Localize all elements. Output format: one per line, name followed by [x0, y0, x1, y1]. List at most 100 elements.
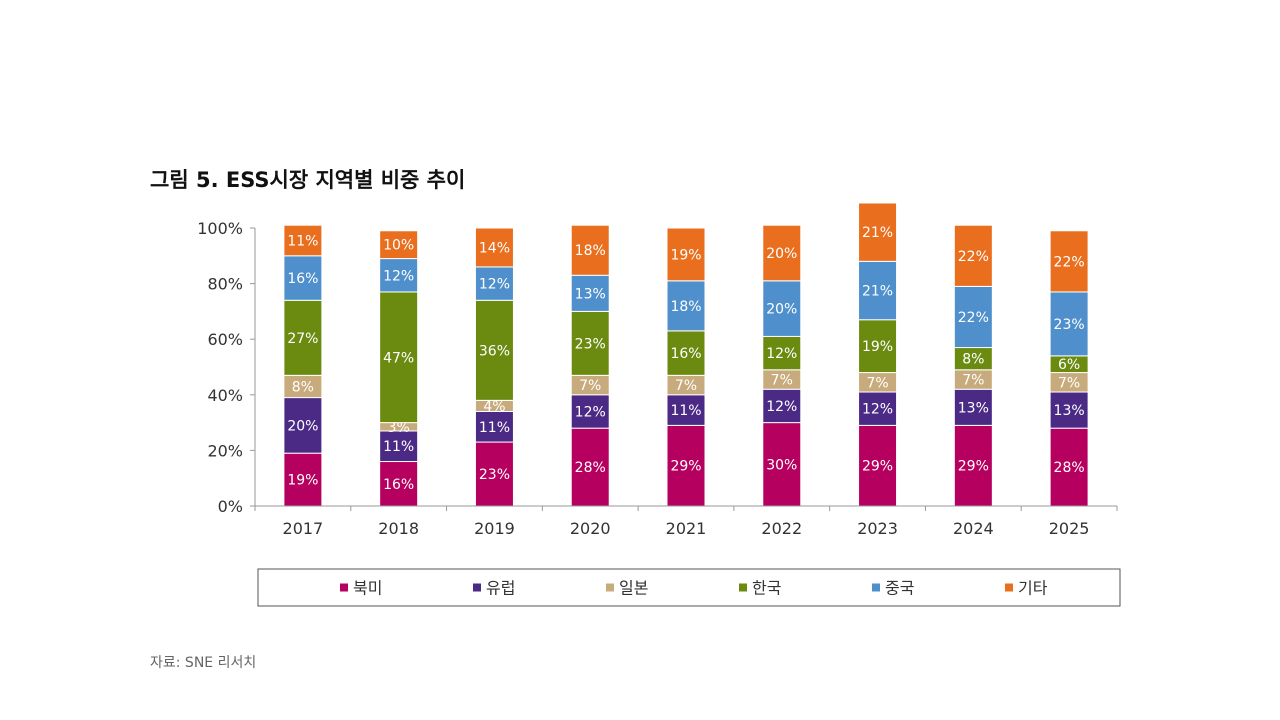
data-label: 23% — [479, 467, 510, 483]
x-axis: 2017 2018 2019 2020 2021 2022 2023 2024 2025 — [254, 505, 1118, 538]
legend-swatch — [606, 583, 614, 592]
chart-title: 그림 5. ESS시장 지역별 비중 추이 — [150, 168, 466, 192]
legend-item: 북미 — [340, 579, 382, 598]
data-label: 12% — [479, 277, 510, 293]
data-label: 12% — [383, 268, 414, 284]
data-label: 7% — [866, 375, 888, 391]
data-label: 7% — [962, 373, 984, 389]
bar-stack-2025: 28% 13% 7% 6% 23% 22% — [1049, 230, 1089, 507]
data-label: 22% — [958, 310, 989, 326]
x-tick-label: 2018 — [378, 519, 419, 538]
data-label: 23% — [575, 336, 606, 352]
legend-swatch — [739, 583, 747, 592]
bar-segment — [283, 299, 323, 376]
data-label: 20% — [287, 418, 318, 434]
data-label: 13% — [575, 286, 606, 302]
y-tick-label: 20% — [207, 441, 243, 460]
bar-segment — [570, 310, 610, 376]
data-label: 13% — [958, 400, 989, 416]
data-label: 29% — [670, 459, 701, 475]
x-tick-label: 2017 — [283, 519, 324, 538]
bar-stack-2020: 28% 12% 7% 23% 13% 18% — [570, 224, 610, 507]
bar-stack-2021: 29% 11% 7% 16% 18% 19% — [666, 227, 706, 507]
data-label: 28% — [1054, 460, 1085, 476]
bar-segment — [474, 266, 514, 301]
x-tick-label: 2023 — [857, 519, 898, 538]
data-label: 11% — [287, 234, 318, 250]
bar-segment — [858, 202, 898, 262]
y-axis: 0% 20% 40% 60% 80% 100% — [197, 219, 256, 516]
y-tick-label: 80% — [207, 275, 243, 294]
bar-segment — [762, 224, 802, 282]
data-label: 7% — [675, 378, 697, 394]
data-label: 22% — [958, 249, 989, 265]
legend: 북미 유럽 일본 한국 중국 기타 — [257, 568, 1121, 607]
x-tick-label: 2021 — [666, 519, 707, 538]
bar-stack-2019: 23% 11% 4% 36% 12% 14% — [474, 227, 514, 507]
legend-item: 일본 — [606, 579, 648, 598]
bar-segment — [474, 227, 514, 268]
bar-segment — [283, 255, 323, 301]
bar-segment — [858, 319, 898, 374]
data-label: 6% — [1058, 357, 1080, 373]
legend-swatch — [473, 583, 481, 592]
legend-box — [257, 568, 1121, 607]
data-label: 8% — [962, 352, 984, 368]
data-label: 7% — [771, 373, 793, 389]
data-label: 18% — [575, 243, 606, 259]
bar-segment — [379, 430, 419, 463]
data-label: 7% — [579, 378, 601, 394]
bar-segment — [474, 299, 514, 401]
data-label: 22% — [1054, 254, 1085, 270]
data-label: 47% — [383, 350, 414, 366]
bar-segment — [1049, 230, 1089, 293]
data-label: 12% — [766, 399, 797, 415]
legend-label: 일본 — [619, 579, 648, 598]
bar-segment — [1049, 427, 1089, 507]
legend-label: 기타 — [1018, 579, 1048, 598]
data-label: 16% — [383, 477, 414, 493]
bar-segment — [953, 224, 993, 287]
bar-segment — [953, 285, 993, 349]
data-label: 13% — [1054, 403, 1085, 419]
x-tick-label: 2025 — [1049, 519, 1090, 538]
bar-stack-2018: 16% 11% 3% 47% 12% 10% — [379, 230, 419, 507]
data-label: 28% — [575, 460, 606, 476]
data-label: 20% — [766, 302, 797, 318]
legend-swatch — [1005, 583, 1013, 592]
legend-label: 유럽 — [486, 579, 515, 598]
bar-segment — [762, 422, 802, 507]
y-tick-label: 40% — [207, 386, 243, 405]
data-label: 27% — [287, 331, 318, 347]
data-label: 16% — [287, 271, 318, 287]
bar-segment — [283, 397, 323, 454]
bar-segment — [379, 258, 419, 293]
data-label: 7% — [1058, 375, 1080, 391]
data-label: 21% — [862, 284, 893, 300]
bar-segment — [379, 230, 419, 260]
y-tick-label: 100% — [197, 219, 243, 238]
x-tick-label: 2024 — [953, 519, 994, 538]
bar-segment — [570, 224, 610, 276]
bar-segment — [762, 280, 802, 337]
y-tick-label: 60% — [207, 330, 243, 349]
data-label: 14% — [479, 240, 510, 256]
data-label: 23% — [1054, 317, 1085, 333]
data-label: 12% — [862, 402, 893, 418]
legend-label: 중국 — [885, 579, 914, 598]
x-tick-label: 2022 — [761, 519, 802, 538]
legend-label: 한국 — [752, 579, 781, 598]
bar-segment — [474, 441, 514, 507]
data-label: 19% — [287, 473, 318, 489]
bar-segment — [666, 227, 706, 282]
data-label: 20% — [766, 246, 797, 262]
data-label: 29% — [862, 459, 893, 475]
bars: 19% 20% 8% 27% 16% 11% 16% 11% 3% 47% 12% 10% 23% 11%… — [283, 202, 1089, 507]
legend-item: 중국 — [872, 579, 914, 598]
bar-segment — [666, 280, 706, 332]
data-label: 19% — [862, 339, 893, 355]
x-tick-label: 2020 — [570, 519, 611, 538]
legend-swatch — [872, 583, 880, 592]
legend-label: 북미 — [353, 579, 382, 598]
